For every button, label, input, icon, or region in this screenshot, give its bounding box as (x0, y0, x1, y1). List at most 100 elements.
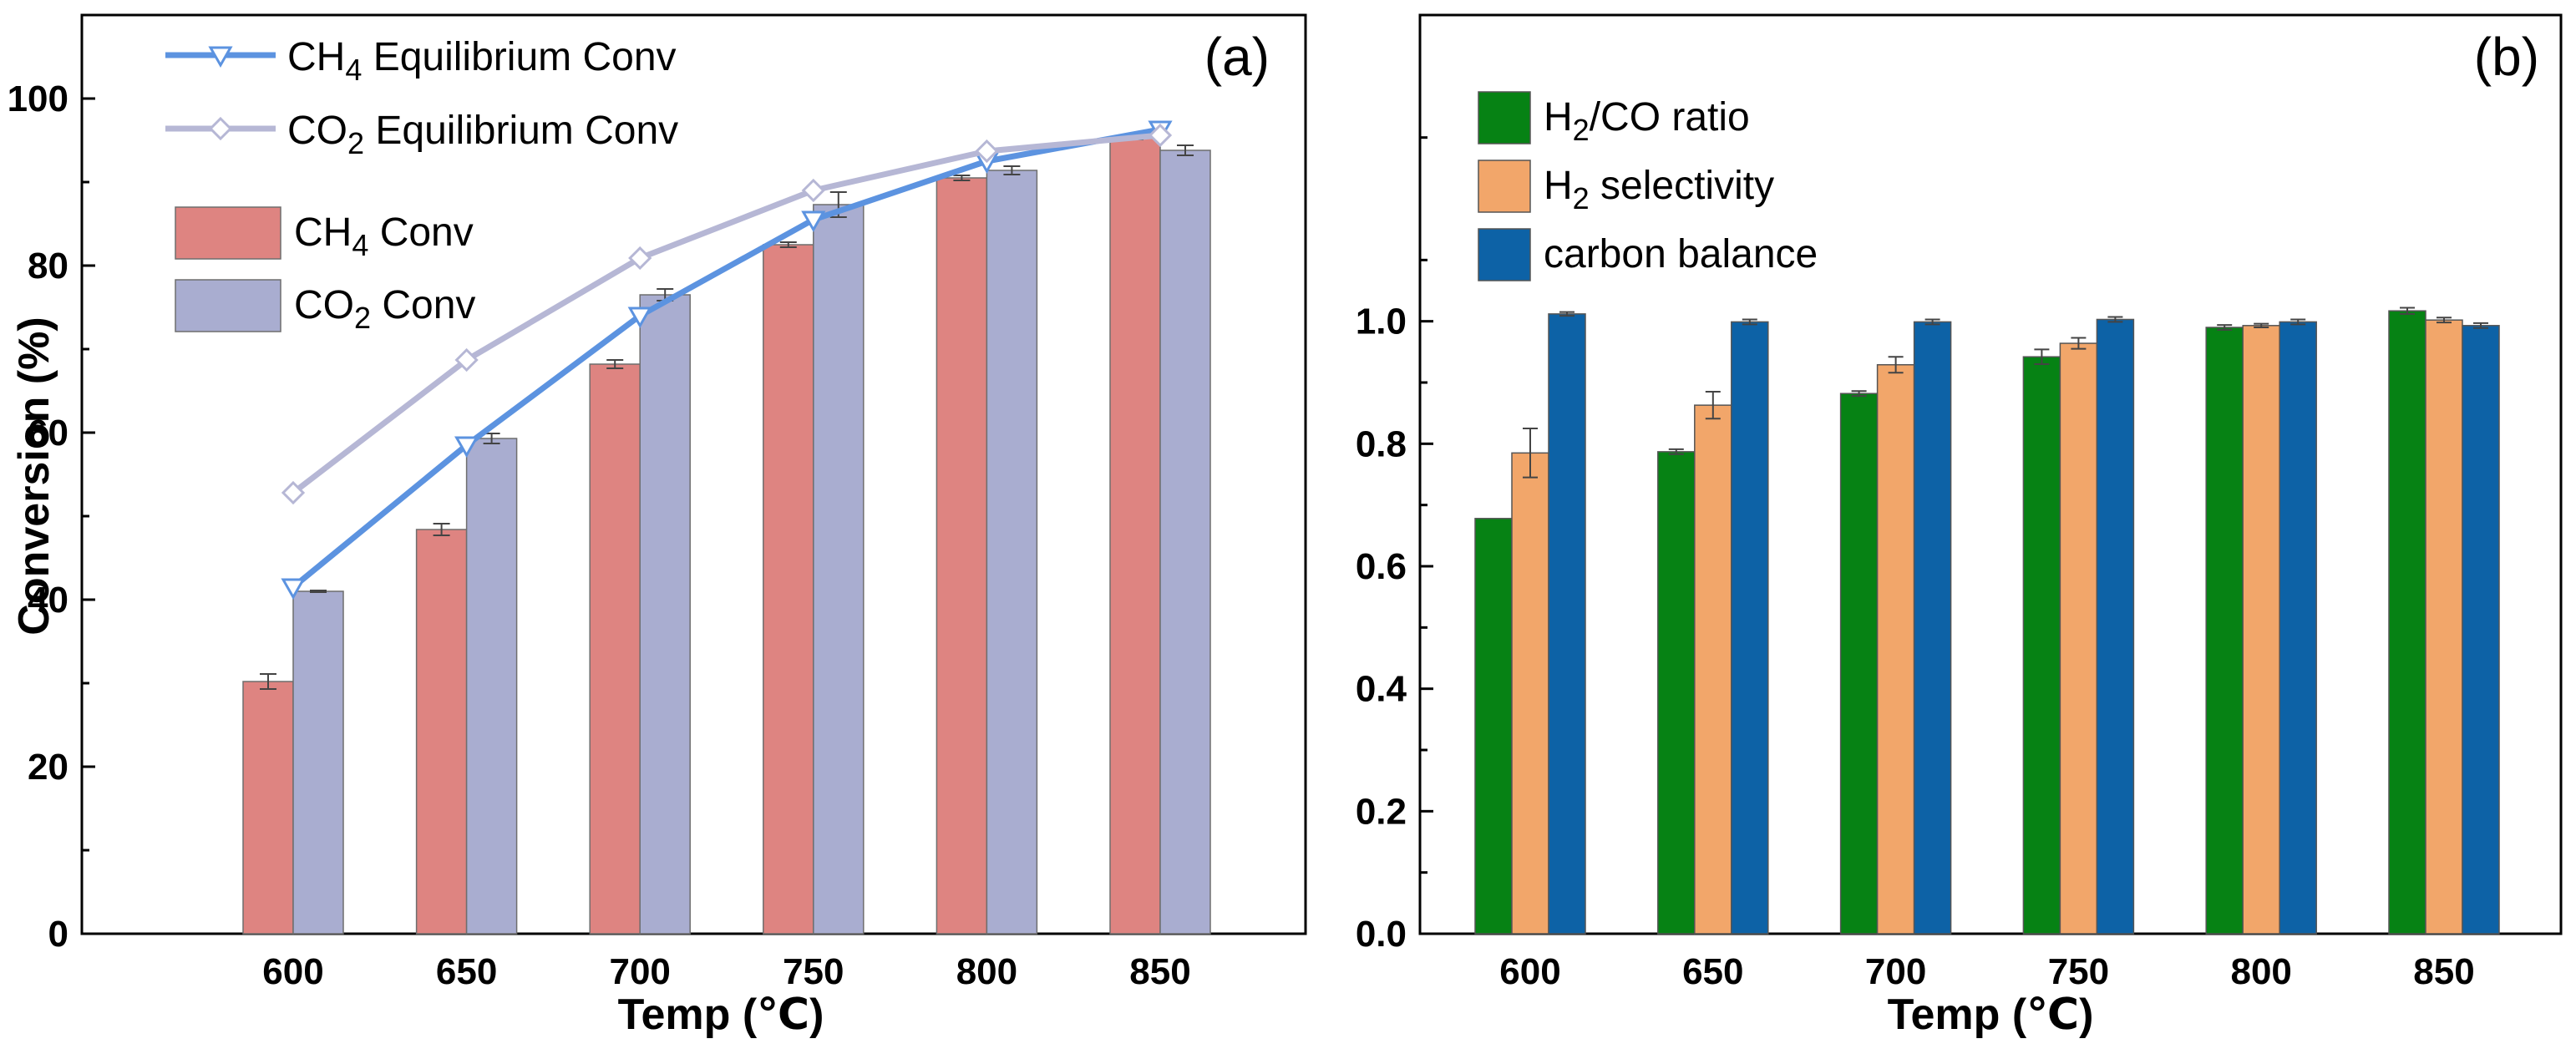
x-axis-title: Temp (℃) (618, 991, 824, 1039)
marker-ch4-equilibrium-conv (281, 578, 306, 600)
bar-carbon-balance (1731, 321, 1769, 935)
y-tick-label: 0.2 (1356, 791, 1407, 832)
bar-carbon-balance (2096, 318, 2135, 935)
marker-ch4-equilibrium-conv (627, 307, 652, 329)
x-tick-label: 750 (2048, 951, 2109, 992)
legend-label-sub: 2 (1573, 181, 1590, 215)
bar-ch4-conv (415, 529, 468, 935)
x-tick-label: 800 (2230, 951, 2291, 992)
bar-ch4-conv (589, 363, 641, 935)
legend-bar-swatch (175, 279, 281, 332)
legend-label-main: carbon balance (1544, 232, 1818, 276)
marker-co2-equilibrium-conv (975, 139, 999, 164)
bar-h2-selectivity (1694, 404, 1732, 935)
x-tick-label: 600 (262, 951, 323, 992)
legend-bar-swatch (175, 206, 281, 260)
legend-label-sub: 2 (1573, 113, 1590, 147)
bar-h2-co-ratio (2388, 310, 2426, 935)
legend-marker (208, 116, 233, 141)
legend-bar-swatch (1478, 91, 1531, 144)
panel-label-b: (b) (2474, 27, 2539, 87)
bar-h2-co-ratio (1474, 518, 1513, 935)
legend-bar-swatch (1478, 228, 1531, 281)
x-tick-label: 850 (2413, 951, 2474, 992)
legend-label-main: CO (287, 109, 347, 153)
bar-carbon-balance (2462, 325, 2500, 935)
legend-label: H2/CO ratio (1544, 95, 1750, 147)
bar-co2-conv (465, 438, 518, 935)
marker-ch4-equilibrium-conv (454, 436, 479, 459)
bar-co2-conv (639, 294, 691, 935)
x-tick-label: 750 (783, 951, 844, 992)
legend-label-tail: selectivity (1590, 164, 1774, 208)
y-tick-label: 0.0 (1356, 914, 1407, 955)
x-tick-label: 600 (1499, 951, 1560, 992)
axes-frame (80, 13, 1307, 935)
y-tick-label: 40 (28, 580, 68, 621)
bar-co2-conv (986, 170, 1038, 935)
line-ch4-equilibrium-conv (291, 126, 1161, 590)
legend-label: CO2 Conv (294, 283, 475, 335)
legend-label: carbon balance (1544, 232, 1818, 276)
x-tick-label: 650 (436, 951, 497, 992)
bar-h2-co-ratio (1657, 451, 1696, 935)
bar-h2-selectivity (1511, 452, 1549, 935)
marker-co2-equilibrium-conv (628, 246, 652, 271)
legend-label-tail: Equilibrium Conv (362, 35, 676, 79)
bar-ch4-conv (1109, 136, 1161, 935)
line-co2-equilibrium-conv (291, 132, 1161, 495)
y-tick-label: 0.4 (1356, 669, 1407, 710)
marker-ch4-equilibrium-conv (801, 210, 826, 233)
legend-label-sub: 2 (347, 126, 364, 160)
bar-h2-co-ratio (2022, 356, 2061, 935)
legend-label-main: CH (287, 35, 345, 79)
legend-label: H2 selectivity (1544, 164, 1774, 215)
bar-carbon-balance (1913, 321, 1952, 935)
legend-bar-swatch (1478, 160, 1531, 213)
bar-co2-conv (813, 204, 865, 935)
bar-h2-co-ratio (1839, 393, 1879, 935)
legend-label-sub: 2 (354, 301, 371, 335)
bar-co2-conv (1159, 149, 1211, 935)
legend-label-tail: Conv (368, 210, 473, 255)
bar-ch4-conv (242, 681, 294, 935)
legend-label-main: CO (294, 283, 354, 327)
panel-label-a: (a) (1204, 27, 1270, 87)
legend-label-sub: 4 (352, 228, 368, 262)
y-tick-label: 60 (28, 413, 68, 454)
bar-ch4-conv (936, 177, 988, 935)
x-tick-label: 700 (609, 951, 670, 992)
marker-co2-equilibrium-conv (281, 480, 306, 505)
y-tick-label: 80 (28, 246, 68, 286)
legend-label-tail: Conv (371, 283, 475, 327)
x-tick-label: 850 (1129, 951, 1190, 992)
y-tick-label: 20 (28, 747, 68, 788)
legend-label: CH4 Equilibrium Conv (287, 35, 677, 87)
x-axis-title: Temp (℃) (1888, 991, 2094, 1039)
legend-label: CH4 Conv (294, 210, 474, 262)
bar-co2-conv (292, 590, 344, 935)
bar-h2-selectivity (2242, 325, 2280, 935)
legend-label: CO2 Equilibrium Conv (287, 109, 678, 160)
x-tick-label: 650 (1682, 951, 1743, 992)
axes-frame (1418, 13, 2563, 935)
bar-h2-selectivity (1876, 363, 1915, 935)
bar-h2-selectivity (2425, 319, 2463, 935)
bar-carbon-balance (1548, 313, 1586, 935)
y-axis-title: Conversion (%) (10, 317, 58, 635)
y-tick-label: 0.8 (1356, 423, 1407, 464)
legend-label-tail: Equilibrium Conv (364, 109, 678, 153)
bar-h2-co-ratio (2205, 327, 2244, 935)
marker-co2-equilibrium-conv (801, 178, 825, 203)
legend-label-main: CH (294, 210, 352, 255)
bar-h2-selectivity (2059, 342, 2098, 935)
y-tick-label: 100 (8, 79, 68, 119)
bar-carbon-balance (2279, 321, 2317, 935)
y-tick-label: 0 (48, 914, 68, 955)
x-tick-label: 700 (1865, 951, 1926, 992)
y-tick-label: 0.6 (1356, 546, 1407, 587)
